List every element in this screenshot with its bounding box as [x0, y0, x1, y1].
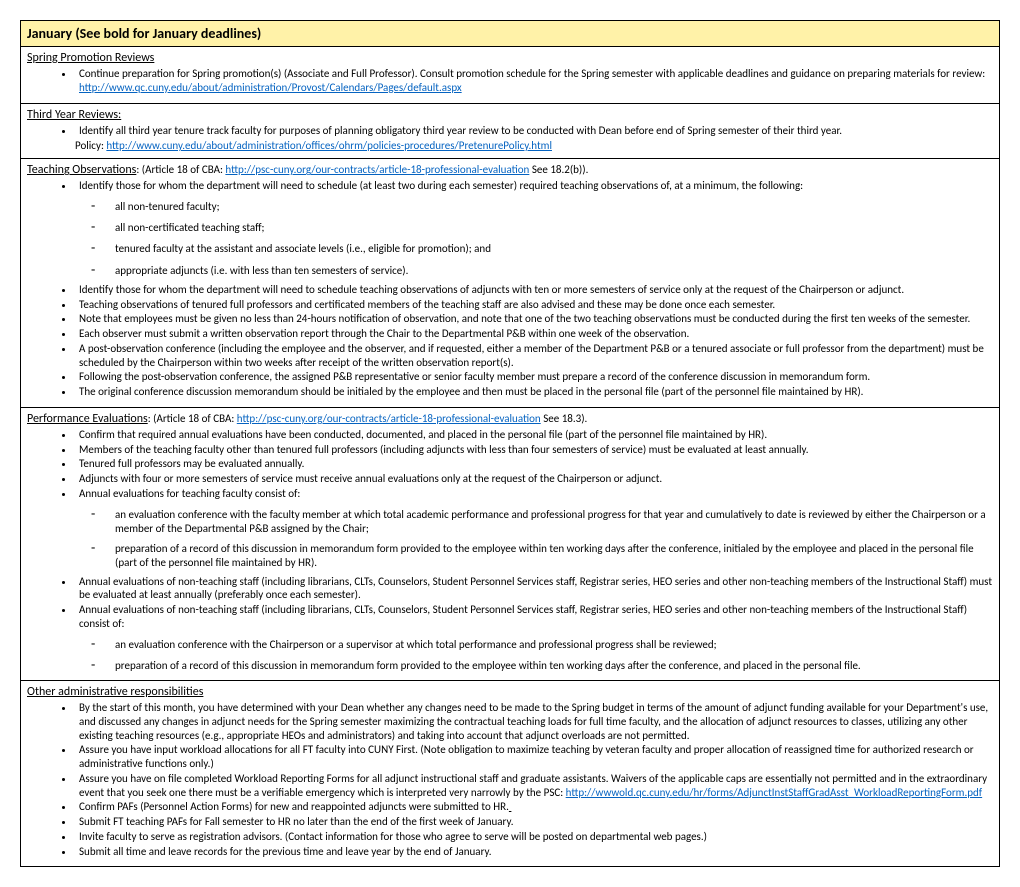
sub-item: -an evaluation conference with the facul… — [91, 505, 993, 537]
dash-icon: - — [91, 539, 115, 557]
bullet-list: Identify those for whom the department w… — [27, 179, 993, 193]
list-item: Confirm that required annual evaluations… — [75, 428, 993, 442]
list-item: Continue preparation for Spring promotio… — [75, 67, 993, 95]
list-item: Tenured full professors may be evaluated… — [75, 457, 993, 471]
list-item: Note that employees must be given no les… — [75, 312, 993, 326]
sub-item: -an evaluation conference with the Chair… — [91, 635, 993, 653]
list-item: Confirm PAFs (Personnel Action Forms) fo… — [75, 800, 993, 814]
section-title: Performance Evaluations — [27, 412, 148, 426]
list-item: Submit all time and leave records for th… — [75, 845, 993, 859]
bullet-list: By the start of this month, you have det… — [27, 701, 993, 858]
list-item: Assure you have on file completed Worklo… — [75, 772, 993, 800]
sub-text: all non-tenured faculty; — [115, 200, 993, 214]
list-item: Submit FT teaching PAFs for Fall semeste… — [75, 815, 993, 829]
dash-icon: - — [91, 261, 115, 279]
item-text: Continue preparation for Spring promotio… — [79, 67, 985, 80]
list-item: Annual evaluations for teaching faculty … — [75, 487, 993, 501]
list-item: The original conference discussion memor… — [75, 385, 993, 399]
month-header-text: January (See bold for January deadlines) — [27, 25, 261, 42]
section-third-year: Third Year Reviews: Identify all third y… — [21, 104, 999, 160]
dash-icon: - — [91, 197, 115, 215]
sub-item: -preparation of a record of this discuss… — [91, 656, 993, 674]
sub-item: -preparation of a record of this discuss… — [91, 539, 993, 571]
bullet-list: Annual evaluations of non-teaching staff… — [27, 575, 993, 631]
sub-item: -appropriate adjuncts (i.e. with less th… — [91, 261, 993, 279]
heading-suffix-2: See 18.2(b)). — [529, 163, 588, 176]
list-item: Annual evaluations of non-teaching staff… — [75, 575, 993, 603]
list-item: Assure you have input workload allocatio… — [75, 743, 993, 771]
section-title: Other administrative responsibilities — [27, 685, 993, 699]
item-text: Confirm PAFs (Personnel Action Forms) fo… — [79, 800, 509, 813]
section-admin-responsibilities: Other administrative responsibilities By… — [21, 681, 999, 866]
list-item: Following the post-observation conferenc… — [75, 370, 993, 384]
document-container: January (See bold for January deadlines)… — [20, 20, 1000, 867]
list-item: Members of the teaching faculty other th… — [75, 443, 993, 457]
sub-item: -all non-certificated teaching staff; — [91, 218, 993, 236]
dash-icon: - — [91, 218, 115, 236]
dash-icon: - — [91, 239, 115, 257]
sub-list: -all non-tenured faculty; -all non-certi… — [91, 197, 993, 279]
sub-text: preparation of a record of this discussi… — [115, 542, 993, 571]
sub-text: an evaluation conference with the Chairp… — [115, 638, 993, 652]
list-item: Identify those for whom the department w… — [75, 179, 993, 193]
section-performance-evaluations: Performance Evaluations: (Article 18 of … — [21, 408, 999, 681]
sub-text: preparation of a record of this discussi… — [115, 659, 993, 673]
link-provost-calendar[interactable]: http://www.qc.cuny.edu/about/administrat… — [79, 81, 462, 94]
sub-list: -an evaluation conference with the facul… — [91, 505, 993, 571]
heading-suffix: : (Article 18 of CBA: — [148, 412, 237, 425]
list-item: Identify all third year tenure track fac… — [75, 124, 993, 138]
sub-text: appropriate adjuncts (i.e. with less tha… — [115, 264, 993, 278]
section-teaching-observations: Teaching Observations: (Article 18 of CB… — [21, 159, 999, 408]
link-cba-article-18[interactable]: http://psc-cuny.org/our-contracts/articl… — [237, 412, 541, 425]
link-cba-article-18[interactable]: http://psc-cuny.org/our-contracts/articl… — [225, 163, 529, 176]
section-heading-line: Performance Evaluations: (Article 18 of … — [27, 412, 993, 426]
bullet-list: Identify all third year tenure track fac… — [27, 124, 993, 138]
list-item: Adjuncts with four or more semesters of … — [75, 472, 993, 486]
policy-line: Policy: http://www.cuny.edu/about/admini… — [75, 139, 993, 152]
item-text: Identify all third year tenure track fac… — [79, 124, 842, 137]
section-spring-promotion: Spring Promotion Reviews Continue prepar… — [21, 47, 999, 104]
policy-label: Policy: — [75, 139, 106, 152]
list-item: A post-observation conference (including… — [75, 342, 993, 370]
bullet-list: Identify those for whom the department w… — [27, 283, 993, 399]
list-item: Each observer must submit a written obse… — [75, 327, 993, 341]
section-title: Third Year Reviews: — [27, 108, 993, 122]
section-title: Teaching Observations — [27, 163, 136, 177]
heading-suffix-2: See 18.3). — [541, 412, 588, 425]
link-pretenure-policy[interactable]: http://www.cuny.edu/about/administration… — [106, 139, 552, 152]
list-item: By the start of this month, you have det… — [75, 701, 993, 742]
dash-icon: - — [91, 505, 115, 523]
list-item: Invite faculty to serve as registration … — [75, 830, 993, 844]
section-heading-line: Teaching Observations: (Article 18 of CB… — [27, 163, 993, 177]
month-header: January (See bold for January deadlines) — [21, 21, 999, 47]
sub-text: an evaluation conference with the facult… — [115, 508, 993, 537]
sub-text: tenured faculty at the assistant and ass… — [115, 242, 993, 256]
sub-text: all non-certificated teaching staff; — [115, 221, 993, 235]
list-item: Teaching observations of tenured full pr… — [75, 298, 993, 312]
list-item: Identify those for whom the department w… — [75, 283, 993, 297]
sub-item: -all non-tenured faculty; — [91, 197, 993, 215]
trailing-underline — [509, 800, 512, 813]
dash-icon: - — [91, 635, 115, 653]
bullet-list: Continue preparation for Spring promotio… — [27, 67, 993, 95]
heading-suffix: : (Article 18 of CBA: — [136, 163, 225, 176]
bullet-list: Confirm that required annual evaluations… — [27, 428, 993, 501]
list-item: Annual evaluations of non-teaching staff… — [75, 603, 993, 631]
section-title: Spring Promotion Reviews — [27, 51, 993, 65]
sub-list: -an evaluation conference with the Chair… — [91, 635, 993, 674]
sub-item: -tenured faculty at the assistant and as… — [91, 239, 993, 257]
dash-icon: - — [91, 656, 115, 674]
